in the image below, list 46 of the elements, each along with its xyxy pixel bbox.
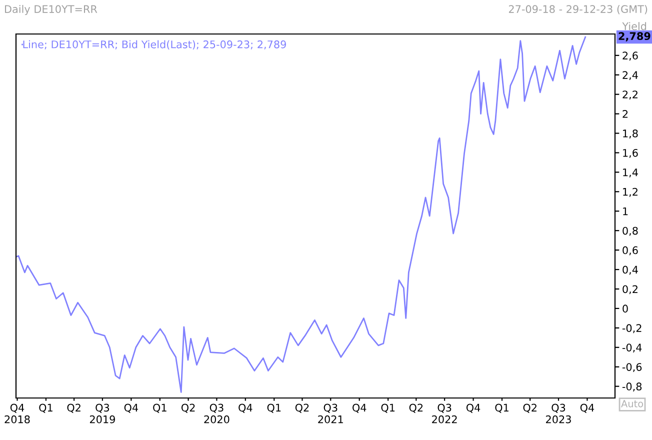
y-tick-label: -0,4	[622, 344, 642, 353]
chart-title: Daily DE10YT=RR	[5, 4, 98, 16]
y-tick-label: 2	[622, 110, 628, 118]
y-axis-title: Yield	[622, 22, 646, 30]
y-tick-label: 1,2	[623, 188, 638, 197]
x-tick-label: Q4	[124, 404, 138, 413]
y-tick-label: -0,2	[622, 324, 642, 334]
x-tick-label: Q1	[39, 404, 52, 413]
y-tick-label: 2,6	[622, 52, 638, 61]
x-tick-label: Q2	[181, 404, 195, 413]
text: 2,789	[618, 32, 650, 42]
y-tick-label: 2,4	[622, 71, 638, 80]
x-tick-label: Q1	[381, 404, 395, 413]
x-tick-label: Q1	[495, 404, 508, 413]
x-tick-label: Q3 2019	[90, 404, 115, 424]
y-tick-label: 0	[622, 304, 628, 313]
x-tick-label: Q2	[409, 404, 423, 413]
text: Auto	[621, 400, 644, 408]
y-tick-label: -0,6	[622, 363, 642, 372]
x-tick-label: Q4	[352, 404, 366, 413]
chart-subtitle: 27-09-18 - 29-12-23 (GMT)	[508, 4, 648, 14]
x-tick-label: Q1	[267, 404, 281, 413]
x-tick-label: Q3 2022	[432, 404, 457, 424]
x-tick-label: Q4	[238, 404, 252, 413]
y-tick-label: 1	[623, 207, 628, 216]
legend-label: Line; DE10YT=RR; Bid Yield(Last); 25-09-23; 2,789	[23, 40, 286, 50]
x-tick-label: Q3 2023	[546, 404, 571, 424]
y-tick-label: -0,8	[622, 382, 642, 392]
x-tick-label: Q4 2018	[4, 404, 30, 424]
y-tick-label: 1,6	[623, 148, 638, 158]
x-tick-label: Q3 2021	[318, 404, 343, 424]
x-tick-label: Q2	[295, 404, 309, 413]
line-series	[16, 36, 586, 393]
x-tick-label: Q4	[580, 404, 594, 413]
x-tick-label: Q4	[466, 404, 480, 413]
y-tick-label: 1,8	[623, 130, 638, 138]
x-tick-label: Q2	[523, 404, 536, 413]
y-tick-label: 0,4	[622, 266, 638, 275]
y-tick-label: 2,2	[622, 90, 638, 100]
y-tick-label: 1,4	[623, 168, 638, 178]
y-tick-label: 0,6	[622, 246, 638, 256]
x-tick-label: Q3 2020	[204, 404, 230, 424]
x-tick-label: Q1	[153, 404, 166, 413]
y-tick-label: 0,8	[622, 226, 638, 236]
x-tick-label: Q2	[67, 404, 80, 413]
y-tick-label: 0,2	[622, 285, 638, 294]
